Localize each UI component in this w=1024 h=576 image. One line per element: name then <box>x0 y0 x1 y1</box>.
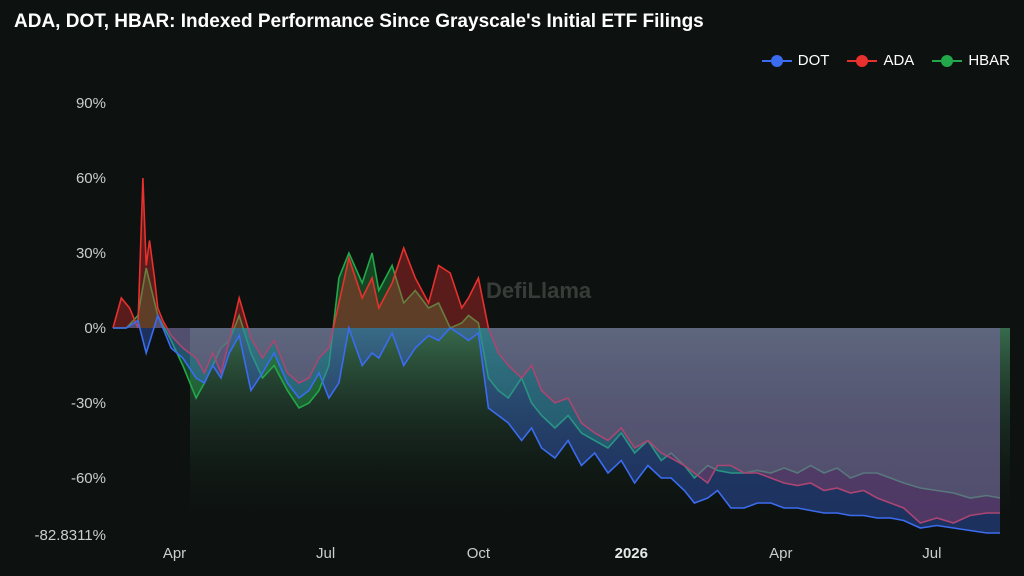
legend-item-hbar[interactable]: HBAR <box>932 52 1010 69</box>
series-area-dot <box>113 315 1001 533</box>
chart-title: ADA, DOT, HBAR: Indexed Performance Sinc… <box>14 11 704 32</box>
series-line-ada[interactable] <box>112 177 1000 524</box>
x-axis: Apr Jul Oct 2026 Apr Jul <box>163 545 942 562</box>
y-tick-label: 90% <box>76 95 106 112</box>
legend-item-dot[interactable]: DOT <box>761 52 830 69</box>
zero-area-fill <box>190 328 1010 528</box>
legend-item-ada[interactable]: ADA <box>847 52 914 69</box>
y-tick-label: -82.8311% <box>35 527 106 544</box>
x-tick-label: Jul <box>922 545 941 562</box>
legend-label-hbar: HBAR <box>968 52 1010 69</box>
legend-swatch-ada <box>847 54 878 67</box>
y-axis: 90% 60% 30% 0% -30% -60% -82.8311% <box>35 95 106 544</box>
series-line-dot[interactable] <box>113 313 1000 534</box>
series-line-hbar[interactable] <box>113 250 1001 499</box>
series-layer <box>112 177 1001 534</box>
y-tick-label: 30% <box>76 245 106 262</box>
y-tick-label: 60% <box>76 170 106 187</box>
watermark: DefiLlama <box>486 278 592 303</box>
legend-swatch-hbar <box>932 54 963 67</box>
x-tick-label: Apr <box>163 545 186 562</box>
legend: DOT ADA HBAR <box>761 52 1010 69</box>
x-tick-label: Oct <box>467 545 491 562</box>
y-tick-label: -30% <box>71 395 106 412</box>
x-tick-label: Jul <box>316 545 335 562</box>
legend-label-dot: DOT <box>797 52 830 69</box>
x-tick-label: 2026 <box>615 545 648 562</box>
y-tick-label: -60% <box>71 470 106 487</box>
legend-label-ada: ADA <box>883 52 915 69</box>
legend-swatch-dot <box>761 54 792 67</box>
y-tick-label: 0% <box>84 320 106 337</box>
x-tick-label: Apr <box>769 545 792 562</box>
series-area-ada <box>113 178 1001 523</box>
